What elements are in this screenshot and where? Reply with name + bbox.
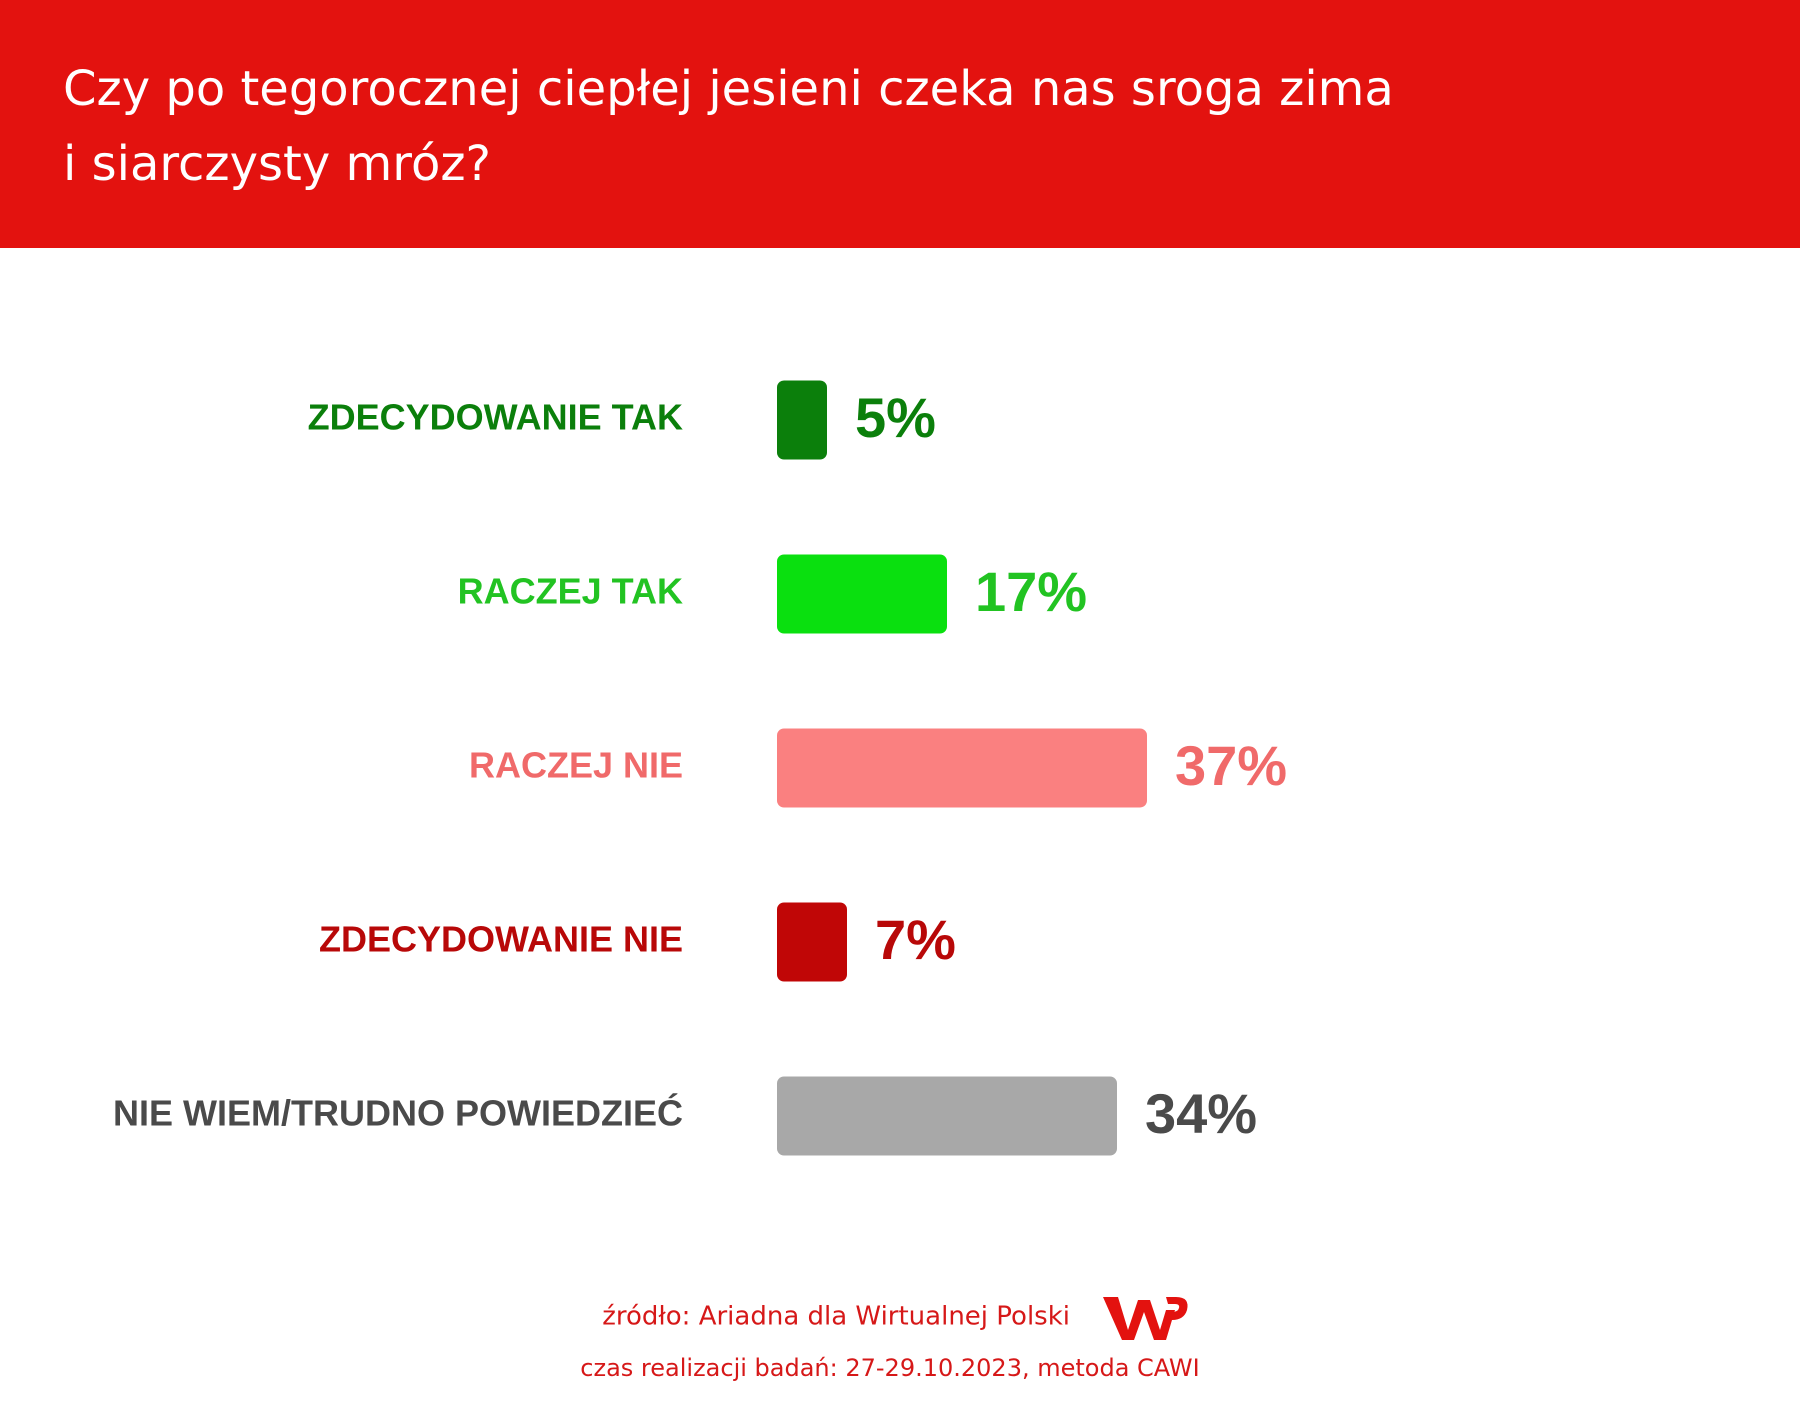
logo-w: [1103, 1297, 1175, 1340]
source: źródło: Ariadna dla Wirtualnej Polski: [602, 1302, 1070, 1332]
value-label: 17%: [975, 560, 1087, 623]
value-label: 7%: [875, 908, 956, 971]
value-label: 34%: [1145, 1082, 1257, 1145]
category-label: RACZEJ TAK: [458, 571, 683, 612]
bar: [777, 728, 1147, 808]
bar: [777, 1076, 1117, 1156]
value-label: 37%: [1175, 734, 1287, 797]
value-label: 5%: [855, 386, 936, 449]
wp-logo: [1103, 1297, 1188, 1340]
category-label: NIE WIEM/TRUDNO POWIEDZIEĆ: [113, 1092, 683, 1134]
note: czas realizacji badań: 27-29.10.2023, me…: [580, 1354, 1199, 1382]
category-label: ZDECYDOWANIE NIE: [319, 919, 683, 960]
chart-title: Czy po tegorocznej ciepłej jesieni czeka…: [63, 61, 1394, 192]
bar: [777, 380, 827, 460]
category-label: RACZEJ NIE: [469, 745, 683, 786]
category-label: ZDECYDOWANIE TAK: [308, 397, 683, 438]
bar: [777, 902, 847, 982]
header-band: Czy po tegorocznej ciepłej jesieni czeka…: [0, 0, 1800, 248]
bar: [777, 554, 947, 634]
logo-p: [1166, 1297, 1188, 1320]
